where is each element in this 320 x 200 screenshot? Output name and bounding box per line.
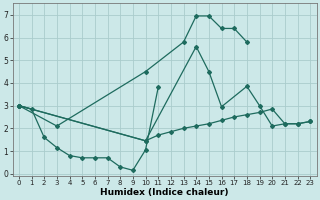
X-axis label: Humidex (Indice chaleur): Humidex (Indice chaleur): [100, 188, 229, 197]
